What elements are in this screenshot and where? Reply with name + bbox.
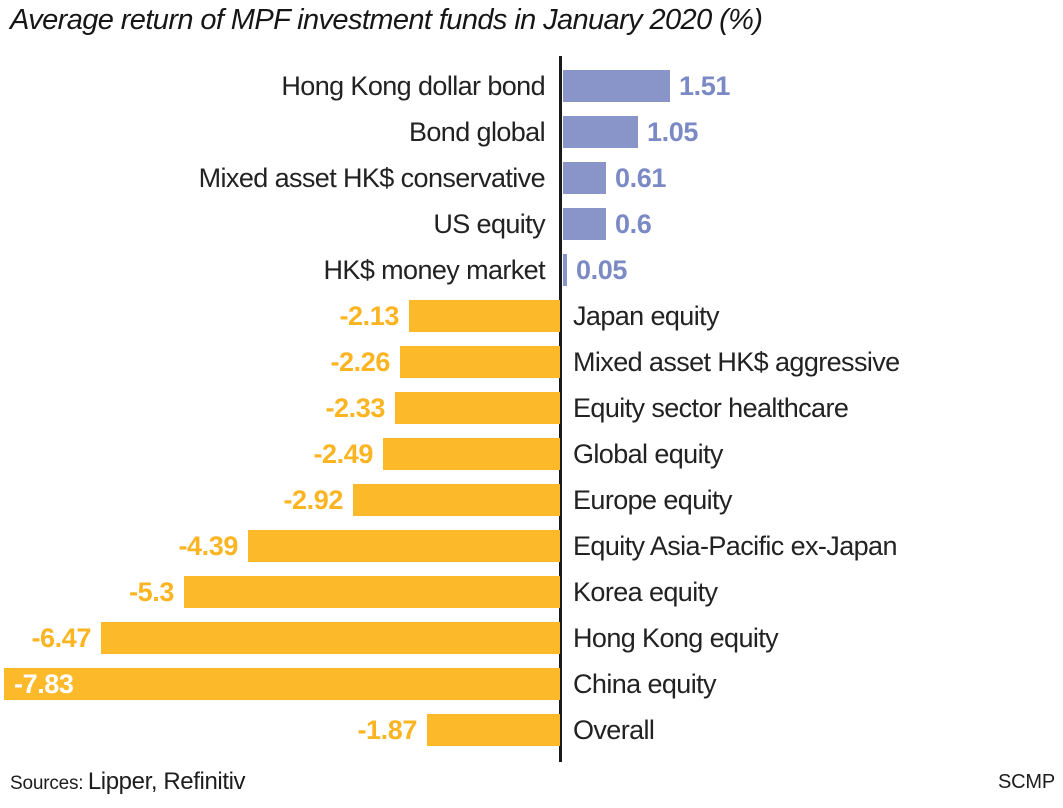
- value-label: 1.05: [647, 117, 698, 147]
- value-label: -2.26: [330, 347, 390, 377]
- bar-negative: [184, 576, 560, 608]
- bar-negative: [395, 392, 560, 424]
- category-label: Korea equity: [573, 577, 718, 607]
- value-label: 1.51: [679, 71, 730, 101]
- category-label: Equity Asia-Pacific ex-Japan: [573, 531, 897, 561]
- bar-negative: [248, 530, 560, 562]
- category-label: Japan equity: [573, 301, 720, 331]
- bar-negative: [383, 438, 560, 470]
- category-label: Equity sector healthcare: [573, 393, 849, 423]
- value-label: -2.13: [339, 301, 399, 331]
- bar-negative: [409, 300, 560, 332]
- category-label: HK$ money market: [323, 255, 546, 285]
- chart-title: Average return of MPF investment funds i…: [10, 4, 763, 36]
- value-label: 0.61: [615, 163, 666, 193]
- category-label: Global equity: [573, 439, 723, 469]
- sources-label: Sources:: [10, 773, 84, 794]
- value-label: 0.6: [615, 209, 652, 239]
- value-label: -5.3: [129, 577, 174, 607]
- category-label: US equity: [433, 209, 545, 239]
- value-label: 0.05: [576, 255, 627, 285]
- value-label: -2.33: [325, 393, 385, 423]
- value-label: -2.92: [283, 485, 343, 515]
- bar-negative: [353, 484, 560, 516]
- value-label: -6.47: [31, 623, 91, 653]
- category-label: Europe equity: [573, 485, 732, 515]
- category-label: Mixed asset HK$ aggressive: [573, 347, 900, 377]
- sources: Sources: Lipper, Refinitiv: [10, 768, 246, 796]
- bar-negative: [427, 714, 560, 746]
- value-label: -2.49: [313, 439, 373, 469]
- credit-scmp: SCMP: [998, 771, 1055, 793]
- bar-negative: [400, 346, 560, 378]
- bar-positive: [563, 254, 567, 286]
- value-label: -7.83: [14, 669, 74, 699]
- value-label: -4.39: [178, 531, 238, 561]
- bar-positive: [563, 208, 606, 240]
- bar-negative: [4, 668, 560, 700]
- bar-positive: [563, 116, 638, 148]
- category-label: Bond global: [408, 117, 546, 147]
- sources-value: Lipper, Refinitiv: [87, 768, 246, 795]
- zero-axis-line: [559, 56, 562, 762]
- chart-footer: Sources: Lipper, Refinitiv SCMP: [0, 766, 1063, 800]
- category-label: Hong Kong dollar bond: [281, 71, 545, 101]
- category-label: Hong Kong equity: [573, 623, 779, 653]
- bar-positive: [563, 70, 670, 102]
- category-label: China equity: [573, 669, 717, 699]
- bar-positive: [563, 162, 606, 194]
- value-label: -1.87: [357, 715, 417, 745]
- category-label: Mixed asset HK$ conservative: [198, 163, 546, 193]
- category-label: Overall: [573, 715, 655, 745]
- bar-negative: [101, 622, 560, 654]
